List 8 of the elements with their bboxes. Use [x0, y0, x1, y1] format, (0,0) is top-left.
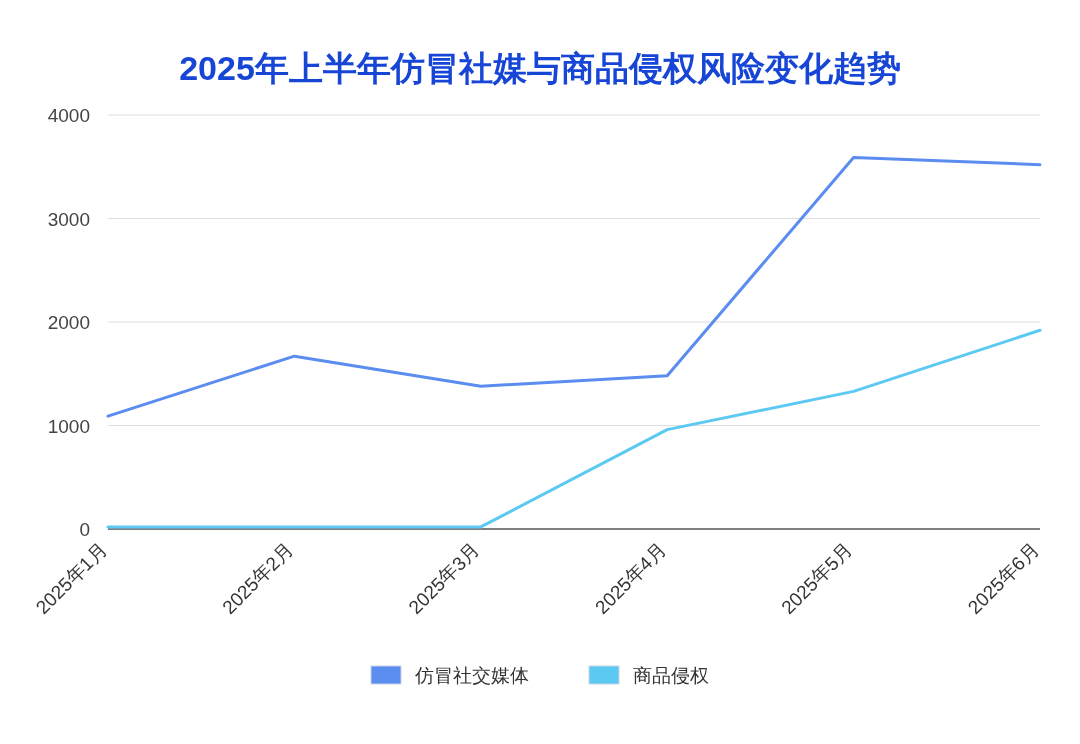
- y-tick-label: 0: [79, 519, 90, 540]
- y-tick-label: 1000: [47, 415, 90, 437]
- title: 2025年上半年仿冒社媒与商品侵权风险变化趋势: [179, 49, 901, 87]
- legend-label: 仿冒社交媒体: [414, 665, 529, 686]
- y-tick-label: 2000: [47, 312, 90, 333]
- legend-label: 商品侵权: [633, 665, 709, 686]
- y-tick-label: 3000: [47, 208, 90, 230]
- y-tick-label: 4000: [47, 105, 90, 126]
